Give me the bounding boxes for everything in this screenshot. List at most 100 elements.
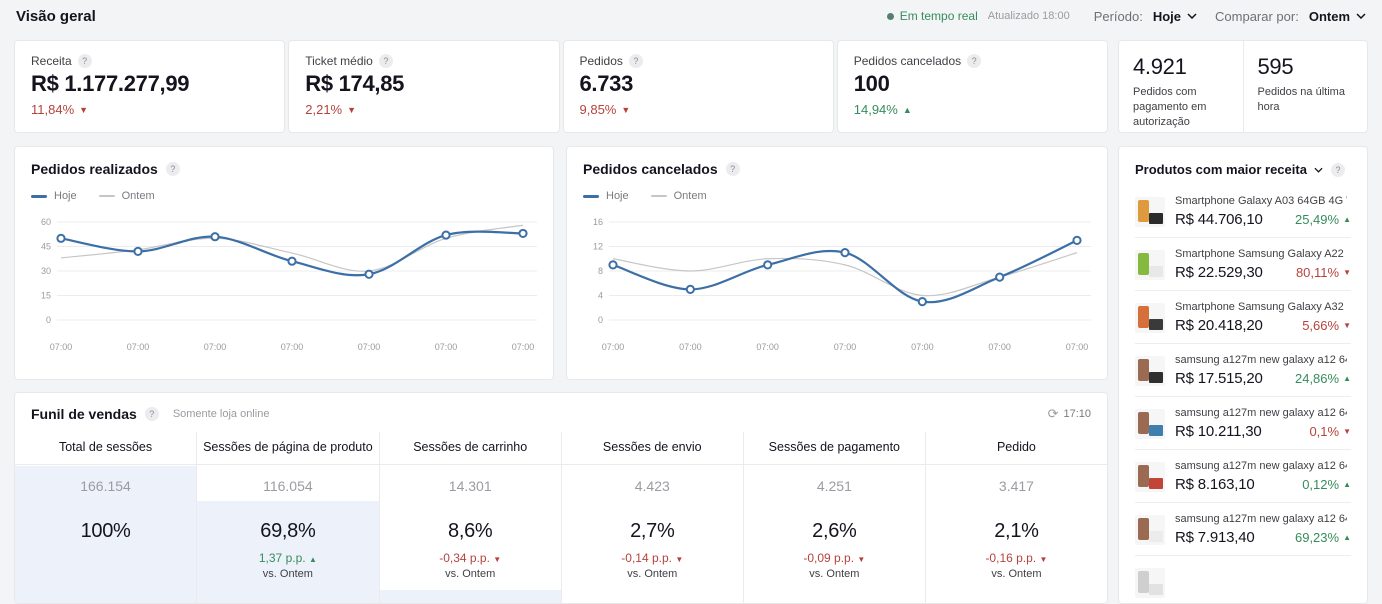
funnel-refresh-button[interactable]: ⟳ 17:10 bbox=[1048, 406, 1091, 422]
funnel-column-header: Sessões de envio bbox=[562, 432, 743, 465]
compare-label: Comparar por: bbox=[1215, 9, 1299, 24]
funnel-percent: 100% bbox=[15, 520, 196, 543]
side-kpi-label: Pedidos na última hora bbox=[1258, 85, 1354, 115]
help-icon[interactable]: ? bbox=[145, 407, 159, 421]
funnel-vs-label: vs. Ontem bbox=[926, 568, 1107, 580]
svg-text:0: 0 bbox=[46, 315, 51, 325]
trend-arrow-icon: ▼ bbox=[857, 555, 865, 564]
kpi-label: Pedidos cancelados bbox=[854, 54, 961, 68]
svg-text:07:00: 07:00 bbox=[602, 342, 625, 352]
kpi-value: 100 bbox=[854, 71, 1091, 97]
svg-text:07:00: 07:00 bbox=[911, 342, 934, 352]
realtime-dot-icon bbox=[887, 13, 894, 20]
product-revenue: R$ 10.211,30 bbox=[1175, 423, 1262, 440]
trend-arrow-icon: ▲ bbox=[1343, 533, 1351, 542]
product-list-item[interactable]: Smartphone Samsung Galaxy A22 12… R$ 22.… bbox=[1119, 238, 1367, 290]
line-chart-svg: 048121607:0007:0007:0007:0007:0007:0007:… bbox=[583, 210, 1091, 360]
product-revenue: R$ 8.163,10 bbox=[1175, 476, 1255, 493]
svg-text:16: 16 bbox=[593, 217, 603, 227]
funnel-refresh-time: 17:10 bbox=[1063, 408, 1091, 420]
trend-arrow-icon: ▼ bbox=[675, 555, 683, 564]
product-change: 25,49%▲ bbox=[1295, 212, 1351, 227]
svg-text:07:00: 07:00 bbox=[679, 342, 702, 352]
compare-select[interactable]: Ontem bbox=[1309, 9, 1366, 24]
top-bar: Visão geral Em tempo real Atualizado 18:… bbox=[0, 0, 1382, 32]
funnel-column: Sessões de envio 4.423 2,7% -0,14 p.p. ▼… bbox=[562, 432, 744, 603]
product-revenue: R$ 22.529,30 bbox=[1175, 264, 1263, 281]
help-icon[interactable]: ? bbox=[78, 54, 92, 68]
product-list-item[interactable]: Smartphone Samsung Galaxy A32 12… R$ 20.… bbox=[1119, 291, 1367, 343]
legend-swatch bbox=[99, 195, 115, 197]
top-products-header-dropdown[interactable]: Produtos com maior receita ? bbox=[1119, 147, 1367, 185]
side-kpi-label: Pedidos com pagamento em autorização bbox=[1133, 85, 1229, 130]
svg-text:07:00: 07:00 bbox=[127, 342, 150, 352]
product-list-item[interactable]: Smartphone Galaxy A03 64GB 4G Wi-… R$ 44… bbox=[1119, 185, 1367, 237]
funnel-delta: -0,34 p.p. ▼ bbox=[380, 551, 561, 565]
legend-swatch bbox=[583, 195, 599, 198]
product-change: 69,23%▲ bbox=[1295, 530, 1351, 545]
funnel-sessions: 116.054 bbox=[197, 465, 379, 494]
product-change: 24,86%▲ bbox=[1295, 371, 1351, 386]
svg-text:07:00: 07:00 bbox=[358, 342, 381, 352]
svg-text:07:00: 07:00 bbox=[834, 342, 857, 352]
svg-text:07:00: 07:00 bbox=[50, 342, 73, 352]
help-icon[interactable]: ? bbox=[726, 162, 740, 176]
funnel-percent: 69,8% bbox=[197, 520, 379, 543]
refresh-icon: ⟳ bbox=[1048, 406, 1059, 422]
product-list-item[interactable]: samsung a127m new galaxy a12 64gb… R$ 7.… bbox=[1119, 503, 1367, 555]
product-thumbnail bbox=[1135, 250, 1165, 280]
product-list-item[interactable]: samsung a127m new galaxy a12 64gb… R$ 8.… bbox=[1119, 450, 1367, 502]
top-products-card: Produtos com maior receita ? Smartphone … bbox=[1118, 146, 1368, 604]
product-change: 80,11%▼ bbox=[1296, 265, 1351, 280]
trend-arrow-icon: ▼ bbox=[1343, 268, 1351, 277]
period-select[interactable]: Hoje bbox=[1153, 9, 1197, 24]
svg-text:12: 12 bbox=[593, 242, 603, 252]
product-list-item[interactable] bbox=[1119, 556, 1367, 604]
product-list-item[interactable]: samsung a127m new galaxy a12 64gb… R$ 17… bbox=[1119, 344, 1367, 396]
funnel-percent: 2,7% bbox=[562, 520, 743, 543]
funnel-column-header: Sessões de carrinho bbox=[380, 432, 561, 465]
legend-item: Ontem bbox=[99, 190, 155, 202]
svg-text:45: 45 bbox=[41, 242, 51, 252]
kpi-change: 11,84%▼ bbox=[31, 102, 268, 117]
kpi-card: Ticket médio ? R$ 174,85 2,21%▼ bbox=[288, 40, 559, 133]
svg-text:07:00: 07:00 bbox=[1066, 342, 1089, 352]
help-icon[interactable]: ? bbox=[967, 54, 981, 68]
product-name: samsung a127m new galaxy a12 64gb… bbox=[1175, 407, 1347, 419]
updated-timestamp: Atualizado 18:00 bbox=[988, 10, 1070, 22]
kpi-label: Pedidos bbox=[580, 54, 623, 68]
svg-text:30: 30 bbox=[41, 266, 51, 276]
kpi-card: Pedidos cancelados ? 100 14,94%▲ bbox=[837, 40, 1108, 133]
kpi-change: 9,85%▼ bbox=[580, 102, 817, 117]
realtime-label: Em tempo real bbox=[900, 9, 978, 23]
kpi-row: Receita ? R$ 1.177.277,99 11,84%▼ Ticket… bbox=[14, 40, 1108, 133]
funnel-vs-label: vs. Ontem bbox=[197, 568, 379, 580]
svg-text:07:00: 07:00 bbox=[756, 342, 779, 352]
funnel-sessions: 4.423 bbox=[562, 465, 743, 494]
funnel-column-header: Sessões de pagamento bbox=[744, 432, 925, 465]
kpi-change: 14,94%▲ bbox=[854, 102, 1091, 117]
product-change: 0,12%▲ bbox=[1302, 477, 1351, 492]
help-icon[interactable]: ? bbox=[1331, 163, 1345, 177]
product-revenue: R$ 17.515,20 bbox=[1175, 370, 1263, 387]
funnel-delta: -0,14 p.p. ▼ bbox=[562, 551, 743, 565]
product-name: samsung a127m new galaxy a12 64gb… bbox=[1175, 354, 1347, 366]
chart-legend: HojeOntem bbox=[583, 190, 1091, 202]
product-thumbnail bbox=[1135, 462, 1165, 492]
product-list-item[interactable]: samsung a127m new galaxy a12 64gb… R$ 10… bbox=[1119, 397, 1367, 449]
trend-arrow-icon: ▼ bbox=[1343, 321, 1351, 330]
legend-item: Hoje bbox=[31, 190, 77, 202]
trend-arrow-icon: ▲ bbox=[1343, 374, 1351, 383]
svg-text:4: 4 bbox=[598, 291, 603, 301]
funnel-delta: -0,16 p.p. ▼ bbox=[926, 551, 1107, 565]
funnel-vs-label: vs. Ontem bbox=[380, 568, 561, 580]
help-icon[interactable]: ? bbox=[166, 162, 180, 176]
funnel-sessions: 14.301 bbox=[380, 465, 561, 494]
legend-swatch bbox=[651, 195, 667, 197]
help-icon[interactable]: ? bbox=[379, 54, 393, 68]
kpi-label: Receita bbox=[31, 54, 72, 68]
funnel-vs-label: vs. Ontem bbox=[744, 568, 925, 580]
help-icon[interactable]: ? bbox=[629, 54, 643, 68]
funnel-column: Pedido 3.417 2,1% -0,16 p.p. ▼ vs. Ontem bbox=[926, 432, 1107, 603]
period-label: Período: bbox=[1094, 9, 1143, 24]
